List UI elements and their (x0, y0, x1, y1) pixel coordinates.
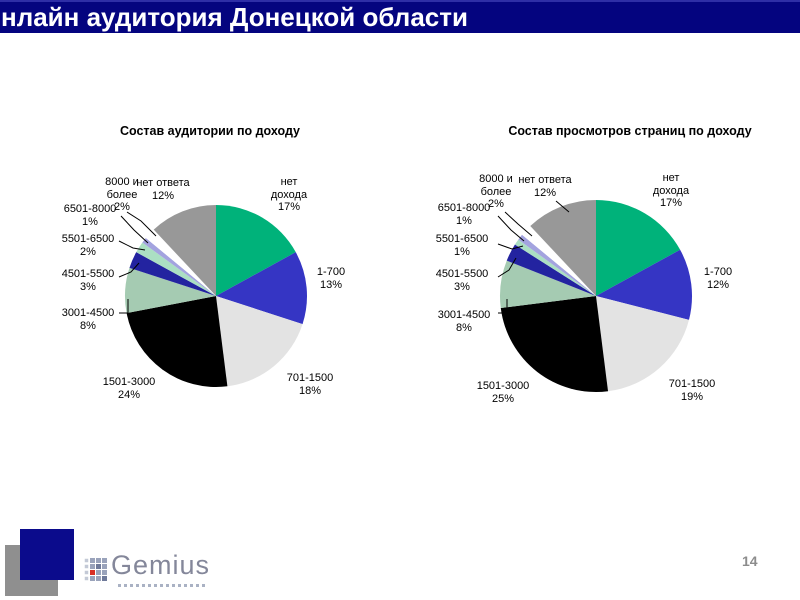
pie-slice-1501-3000 (500, 296, 609, 392)
slice-label-right-6501-8000: 6501-8000 1% (437, 202, 491, 227)
slide-title: нлайн аудитория Донецкой области (1, 2, 468, 32)
pie-slice-нет-ответа (153, 205, 216, 296)
leader-line (498, 299, 508, 314)
gemius-tagline (118, 584, 208, 587)
pie-slice-нет-ответа (530, 200, 596, 296)
slice-label-left-6501-8000: 6501-8000 1% (63, 203, 117, 228)
pie-slice-8000-и-более (522, 226, 596, 296)
slice-label-left-net-otveta: нет ответа 12% (136, 177, 190, 202)
slice-label-right-net-dohoda: нет дохода 17% (652, 172, 690, 209)
pie-slice-5501-6500 (136, 242, 216, 296)
slice-label-left-3001-4500: 3001-4500 8% (61, 307, 115, 332)
chart-title-left: Состав аудитории по доходу (119, 124, 301, 138)
pie-slice-нет-дохода (216, 205, 296, 296)
pie-slice-3001-4500 (500, 260, 596, 309)
pie-slice-4501-5500 (506, 244, 596, 296)
leader-line (118, 240, 146, 251)
slice-label-left-701-1500: 701-1500 18% (286, 372, 334, 397)
slice-label-right-8000-bolee: 8000 и более 2% (479, 173, 513, 210)
slice-label-right-1-700: 1-700 12% (703, 266, 733, 291)
slice-label-right-3001-4500: 3001-4500 8% (437, 309, 491, 334)
leader-line (119, 299, 129, 314)
slice-label-right-1501-3000: 1501-3000 25% (476, 380, 530, 405)
slice-label-left-4501-5500: 4501-5500 3% (61, 268, 115, 293)
slice-label-left-net-dohoda: нет дохода 17% (270, 176, 308, 213)
pie-slice-5501-6500 (514, 239, 596, 296)
deco-square-navy (20, 529, 74, 580)
pie-slice-нет-дохода (596, 200, 681, 296)
title-bar: нлайн аудитория Донецкой области (0, 0, 800, 33)
leader-line (497, 257, 517, 278)
pie-slice-701-1500 (596, 296, 689, 392)
pie-slice-4501-5500 (129, 252, 216, 296)
pie-slice-3001-4500 (124, 267, 216, 314)
pie-slice-1-700 (216, 252, 308, 325)
pie-slice-8000-и-более (145, 229, 216, 296)
gemius-logo-grid-icon (84, 558, 107, 581)
slice-label-right-net-otveta: нет ответа 12% (518, 174, 572, 199)
leader-line (118, 262, 140, 278)
gemius-logo-text: Gemius (111, 550, 211, 580)
slice-label-left-5501-6500: 5501-6500 2% (61, 233, 115, 258)
leader-line (120, 215, 149, 244)
pie-slice-1-700 (596, 249, 692, 320)
slice-label-right-5501-6500: 5501-6500 1% (435, 233, 489, 258)
leader-line (497, 215, 525, 242)
gemius-logo: Gemius (84, 551, 210, 581)
slice-label-right-701-1500: 701-1500 19% (668, 378, 716, 403)
leader-line (504, 211, 533, 237)
page-number: 14 (742, 553, 758, 569)
leader-line (497, 243, 524, 250)
chart-title-right: Состав просмотров страниц по доходу (508, 124, 752, 138)
leader-line (126, 211, 157, 237)
slice-label-left-1-700: 1-700 13% (316, 266, 346, 291)
slice-label-left-1501-3000: 1501-3000 24% (102, 376, 156, 401)
pie-slice-1501-3000 (126, 296, 228, 387)
pie-slice-6501-8000 (518, 234, 596, 296)
pie-slice-701-1500 (216, 296, 303, 387)
leader-line (555, 200, 570, 213)
slice-label-left-8000-bolee: 8000 и более 2% (105, 176, 139, 213)
slice-label-right-4501-5500: 4501-5500 3% (435, 268, 489, 293)
pie-slice-6501-8000 (142, 237, 216, 296)
